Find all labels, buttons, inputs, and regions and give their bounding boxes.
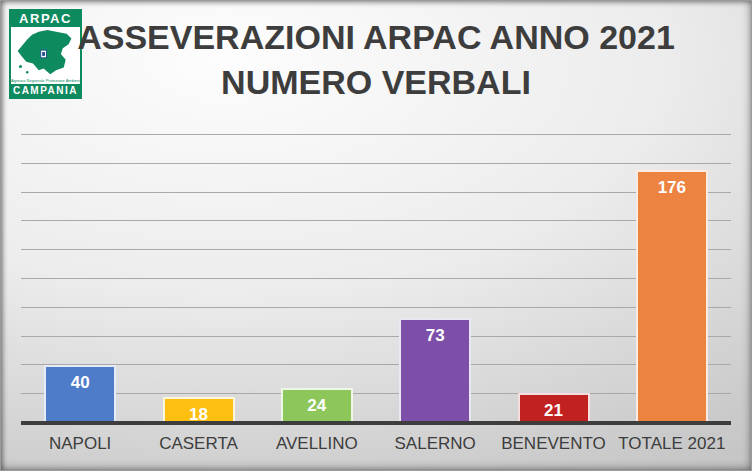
bar-napoli: 40 bbox=[44, 365, 116, 423]
gridline bbox=[21, 134, 731, 135]
gridline bbox=[21, 307, 731, 308]
gridline bbox=[21, 192, 731, 193]
category-label: CASERTA bbox=[139, 433, 257, 455]
data-label: 73 bbox=[401, 320, 469, 344]
gridline bbox=[21, 364, 731, 365]
gridline bbox=[21, 249, 731, 250]
x-axis-line bbox=[21, 421, 731, 425]
data-label: 24 bbox=[283, 390, 351, 414]
category-label: AVELLINO bbox=[258, 433, 376, 455]
chart-title: ASSEVERAZIONI ARPAC ANNO 2021 NUMERO VER… bbox=[1, 15, 751, 105]
bar-benevento: 21 bbox=[518, 393, 590, 423]
bar-caserta: 18 bbox=[163, 397, 235, 423]
data-label: 18 bbox=[165, 399, 233, 423]
bar-salerno: 73 bbox=[399, 318, 471, 423]
data-label: 176 bbox=[638, 172, 706, 196]
category-label: TOTALE 2021 bbox=[613, 433, 731, 455]
gridline bbox=[21, 336, 731, 337]
category-axis-labels: NAPOLICASERTAAVELLINOSALERNOBENEVENTOTOT… bbox=[21, 433, 731, 455]
category-label: BENEVENTO bbox=[494, 433, 612, 455]
bar-totale-2021: 176 bbox=[636, 170, 708, 423]
gridline bbox=[21, 393, 731, 394]
gridline bbox=[21, 278, 731, 279]
gridline bbox=[21, 220, 731, 221]
gridline bbox=[21, 163, 731, 164]
bar-avellino: 24 bbox=[281, 388, 353, 423]
slide-background: ARPAC Agenzia Regionale Protezione Ambie… bbox=[0, 0, 752, 471]
chart-title-line1: ASSEVERAZIONI ARPAC ANNO 2021 bbox=[1, 15, 751, 60]
category-label: SALERNO bbox=[376, 433, 494, 455]
chart-title-line2: NUMERO VERBALI bbox=[1, 60, 751, 105]
plot-area: 40 18 24 73 21 176 bbox=[21, 135, 731, 423]
data-label: 21 bbox=[520, 395, 588, 419]
category-label: NAPOLI bbox=[21, 433, 139, 455]
data-label: 40 bbox=[46, 367, 114, 391]
